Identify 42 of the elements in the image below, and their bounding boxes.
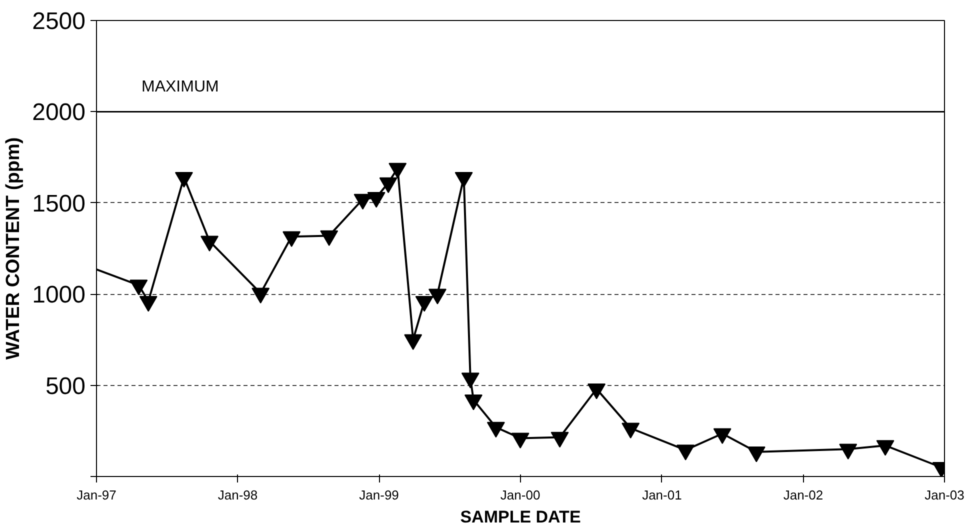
point [320,230,338,246]
y-tick-label: 500 [45,372,86,400]
y-tick-label: 1000 [32,282,86,309]
x-tick-label: Jan-02 [783,488,824,502]
x-tick-label: Jan-01 [642,488,682,502]
y-tick-label: 2000 [32,99,86,126]
point [550,432,569,448]
point [428,288,446,304]
point [367,192,386,208]
y-axis-title: WATER CONTENT (ppm) [3,137,24,360]
point [139,296,158,312]
point [464,394,482,410]
point [747,446,766,462]
point [415,296,434,312]
x-axis-title: SAMPLE DATE [460,508,581,526]
point [876,440,894,456]
y-tick-label: 2500 [32,8,86,35]
point [588,384,606,400]
point [622,422,640,438]
x-tick-label: Jan-98 [218,488,258,502]
point [252,288,270,304]
point [388,162,407,179]
point [461,372,480,388]
point [454,172,473,188]
point [379,177,398,194]
point [200,236,219,252]
x-tick-label: Jan-03 [924,488,964,502]
x-tick-label: Jan-00 [500,488,540,502]
point [676,444,695,460]
point [354,194,372,210]
x-tick-label: Jan-97 [76,488,116,502]
point [130,280,148,296]
y-tick-label: 1500 [32,190,86,218]
x-tick-label: Jan-99 [359,488,399,502]
point [486,422,505,438]
point [404,334,422,350]
point [511,432,530,449]
point [839,444,858,460]
point [174,172,193,188]
point [713,428,732,444]
point [282,231,301,247]
ref-line-label: MAXIMUM [142,78,219,96]
